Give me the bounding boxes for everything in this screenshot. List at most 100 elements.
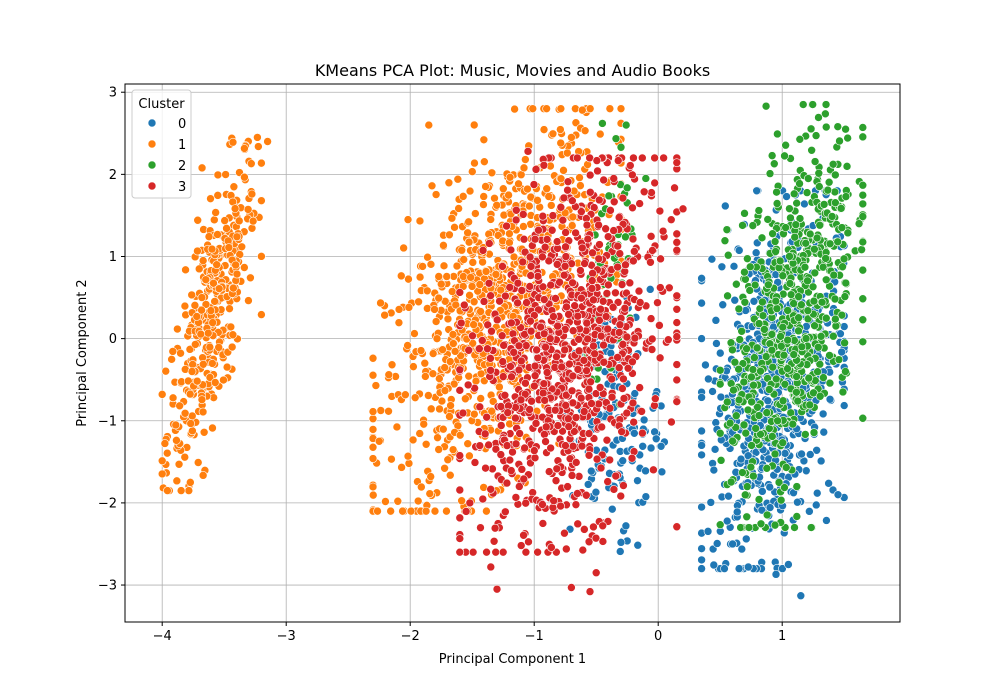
data-point [563,185,572,195]
data-point [622,408,632,418]
data-point [750,280,760,290]
data-point [819,373,828,382]
data-point [598,119,607,128]
data-point [561,242,570,252]
data-point [613,241,623,251]
data-point [582,318,592,328]
data-point [502,478,512,488]
data-point [587,399,596,408]
data-point [553,321,562,331]
data-point [810,157,820,166]
data-point [854,219,864,228]
data-point [833,490,843,499]
data-point [748,221,758,230]
data-point [538,211,548,221]
data-point [546,443,555,453]
data-point [635,298,645,307]
data-point [761,352,771,361]
data-point [603,232,613,241]
data-point [620,303,630,313]
data-point [479,135,489,145]
data-point [519,474,529,484]
data-point [607,392,617,402]
data-point [776,495,786,505]
data-point [563,148,572,158]
chart-title: KMeans PCA Plot: Music, Movies and Audio… [315,61,710,80]
data-point [234,216,244,226]
data-point [455,534,465,543]
data-point [836,204,846,213]
data-point [594,254,604,264]
data-point [745,262,755,272]
data-point [722,225,732,234]
data-point [176,486,186,495]
data-point [547,225,557,235]
data-point [496,285,506,295]
data-point [813,342,823,352]
data-point [813,367,822,377]
data-point [568,278,577,288]
data-point [571,118,581,128]
data-point [810,244,819,254]
data-point [804,373,814,383]
data-point [468,547,478,557]
data-point [842,162,852,171]
data-point [538,252,547,262]
data-point [371,381,381,390]
data-point [368,442,378,452]
data-point [672,229,682,239]
data-point [415,429,425,438]
y-axis-label: Principal Component 2 [75,279,90,426]
data-point [792,387,801,397]
data-point [841,124,850,134]
data-point [476,369,486,379]
data-point [529,446,539,455]
data-point [801,466,811,476]
data-point [778,271,788,281]
data-point [615,547,625,556]
y-tick-label: 1 [109,250,117,265]
data-point [756,430,765,439]
data-point [776,332,785,341]
data-point [510,104,519,114]
data-point [546,201,556,210]
data-point [608,302,618,312]
data-point [404,459,414,468]
data-point [839,401,849,410]
data-point [229,283,238,293]
data-point [821,100,831,109]
data-point [571,104,580,113]
data-point [573,311,583,321]
data-point [770,449,780,459]
data-point [720,564,729,573]
data-point [751,248,761,258]
data-point [440,463,449,473]
data-point [468,331,477,341]
data-point [811,131,821,140]
data-point [213,230,222,239]
data-point [469,120,479,130]
data-point [516,395,526,405]
data-point [741,428,751,438]
data-point [157,456,167,466]
data-point [574,334,584,344]
data-point [539,295,549,304]
data-point [455,485,465,495]
data-point [806,124,816,134]
data-point [434,272,444,281]
data-point [539,125,549,134]
data-point [180,301,190,311]
data-point [655,206,665,216]
data-point [586,466,596,476]
data-point [768,229,777,238]
data-point [743,405,753,415]
data-point [213,191,223,200]
data-point [858,413,868,423]
data-point [446,401,455,410]
data-point [559,166,568,175]
data-point [621,521,631,531]
data-point [821,254,830,263]
data-point [561,441,570,450]
data-point [519,530,528,540]
data-point [641,492,651,501]
